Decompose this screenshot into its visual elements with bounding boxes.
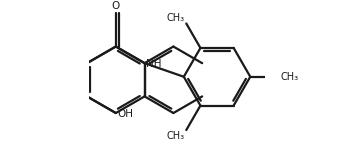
- Text: CH₃: CH₃: [167, 13, 185, 23]
- Text: CH₃: CH₃: [280, 72, 298, 82]
- Text: OH: OH: [117, 109, 133, 119]
- Text: CH₃: CH₃: [167, 131, 185, 141]
- Text: O: O: [112, 2, 120, 11]
- Text: NH: NH: [147, 59, 162, 69]
